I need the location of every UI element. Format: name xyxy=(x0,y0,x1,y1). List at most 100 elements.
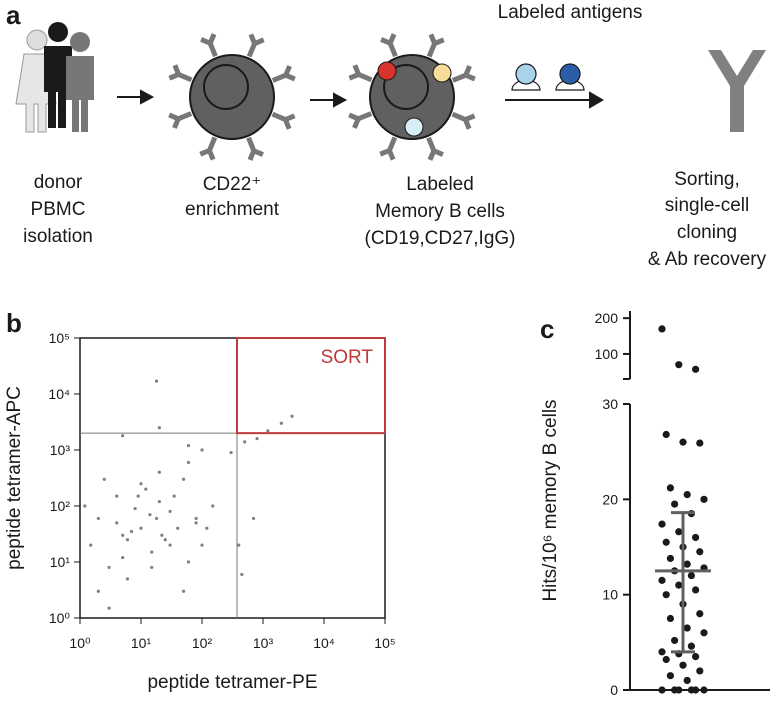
panel-label: b xyxy=(6,308,22,338)
point xyxy=(692,653,700,661)
receptor xyxy=(246,136,264,161)
y-tick-label: 200 xyxy=(595,310,619,326)
step-label: isolation xyxy=(23,226,93,247)
point xyxy=(692,365,700,373)
point xyxy=(696,667,704,675)
point xyxy=(266,429,270,433)
point xyxy=(671,636,679,645)
receptor xyxy=(199,136,218,161)
point xyxy=(121,533,125,537)
receptor xyxy=(426,33,445,58)
point xyxy=(160,533,164,537)
point xyxy=(255,436,259,441)
receptor xyxy=(168,64,193,83)
step-label: single-cell xyxy=(665,195,749,216)
label-dot xyxy=(377,61,397,81)
point xyxy=(182,477,186,481)
plot-frame xyxy=(79,337,386,619)
panel-label: a xyxy=(6,0,21,30)
receptor xyxy=(246,33,265,58)
y-tick-label: 10⁵ xyxy=(49,330,70,346)
step-label: Memory B cells xyxy=(375,201,505,222)
x-axis-label: peptide tetramer-PE xyxy=(147,672,317,693)
point xyxy=(154,516,159,521)
point xyxy=(121,555,125,560)
point xyxy=(172,494,176,498)
step-label: & Ab recovery xyxy=(648,249,767,270)
receptor xyxy=(451,65,476,83)
x-tick-label: 10⁴ xyxy=(313,635,335,651)
point xyxy=(696,439,704,447)
point xyxy=(148,513,152,517)
donor-icon xyxy=(15,22,94,133)
point xyxy=(243,440,247,444)
cell-icons xyxy=(168,33,476,161)
point xyxy=(163,538,167,542)
step-label: Labeled xyxy=(406,174,474,195)
point xyxy=(692,686,700,694)
point xyxy=(658,686,666,694)
y-tick-label: 10¹ xyxy=(50,554,71,570)
point xyxy=(679,438,687,446)
point xyxy=(675,686,683,694)
step-label: (CD19,CD27,IgG) xyxy=(365,228,516,249)
point xyxy=(168,509,172,514)
point xyxy=(115,494,119,498)
x-tick-label: 10³ xyxy=(253,635,274,651)
point xyxy=(683,624,691,632)
point xyxy=(121,434,125,438)
sort-gate xyxy=(236,337,386,435)
step-label: PBMC xyxy=(31,199,86,220)
point xyxy=(700,495,708,503)
point xyxy=(658,576,666,584)
step-label: cloning xyxy=(677,222,737,243)
point xyxy=(186,460,191,465)
point xyxy=(692,533,700,542)
point xyxy=(700,629,708,637)
point xyxy=(666,484,675,492)
y-tick-label: 20 xyxy=(602,491,618,507)
receptor xyxy=(348,111,373,129)
point xyxy=(129,529,134,534)
point xyxy=(157,470,161,474)
point xyxy=(662,591,670,599)
point xyxy=(107,565,111,570)
point xyxy=(107,606,111,610)
point xyxy=(133,506,137,511)
point xyxy=(683,676,691,685)
point xyxy=(662,655,670,664)
point xyxy=(683,490,691,499)
receptor xyxy=(200,33,218,58)
point xyxy=(700,686,708,694)
point xyxy=(182,589,186,593)
point xyxy=(139,526,143,530)
point xyxy=(176,526,180,530)
receptor xyxy=(379,136,398,161)
point xyxy=(96,589,100,593)
receptor xyxy=(380,33,398,58)
point xyxy=(290,414,294,418)
point xyxy=(658,648,666,656)
point xyxy=(662,538,670,546)
receptor xyxy=(451,111,476,130)
point xyxy=(251,516,256,521)
point xyxy=(144,487,148,491)
point xyxy=(125,538,130,542)
point xyxy=(89,543,93,547)
point xyxy=(662,430,670,439)
point xyxy=(658,325,666,333)
point xyxy=(168,543,172,547)
y-tick-label: 10⁴ xyxy=(48,386,70,402)
antigen-label: Labeled antigens xyxy=(498,2,643,23)
point xyxy=(679,661,687,669)
point xyxy=(115,521,119,525)
point xyxy=(200,543,204,547)
point xyxy=(200,448,204,452)
point xyxy=(696,548,704,556)
point xyxy=(139,482,143,486)
y-tick-label: 10⁰ xyxy=(49,610,71,626)
x-tick-label: 10⁰ xyxy=(69,635,91,651)
step-label: enrichment xyxy=(185,199,280,220)
y-tick-label: 10² xyxy=(50,498,71,514)
